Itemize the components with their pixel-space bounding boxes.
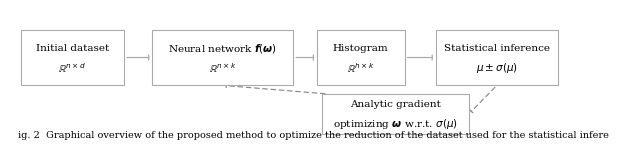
- Text: $\mathbb{R}^{n\times k}$: $\mathbb{R}^{n\times k}$: [209, 61, 237, 75]
- Text: Initial dataset: Initial dataset: [36, 44, 109, 53]
- FancyBboxPatch shape: [436, 30, 558, 85]
- Text: $\mathbb{R}^{h\times k}$: $\mathbb{R}^{h\times k}$: [347, 61, 374, 75]
- Text: ig. 2  Graphical overview of the proposed method to optimize the reduction of th: ig. 2 Graphical overview of the proposed…: [18, 131, 609, 140]
- Text: Analytic gradient: Analytic gradient: [350, 100, 441, 109]
- Text: Histogram: Histogram: [333, 44, 388, 53]
- FancyBboxPatch shape: [20, 30, 124, 85]
- Text: Statistical inference: Statistical inference: [444, 44, 550, 53]
- Text: $\mu \pm \sigma(\mu)$: $\mu \pm \sigma(\mu)$: [476, 61, 518, 75]
- FancyBboxPatch shape: [152, 30, 293, 85]
- Text: optimizing $\boldsymbol{\omega}$ w.r.t. $\sigma(\mu)$: optimizing $\boldsymbol{\omega}$ w.r.t. …: [333, 117, 458, 131]
- Text: $\mathbb{R}^{n\times d}$: $\mathbb{R}^{n\times d}$: [58, 61, 86, 75]
- FancyBboxPatch shape: [317, 30, 404, 85]
- FancyBboxPatch shape: [321, 94, 469, 134]
- Text: Neural network $\boldsymbol{f}(\boldsymbol{\omega})$: Neural network $\boldsymbol{f}(\boldsymb…: [168, 42, 277, 55]
